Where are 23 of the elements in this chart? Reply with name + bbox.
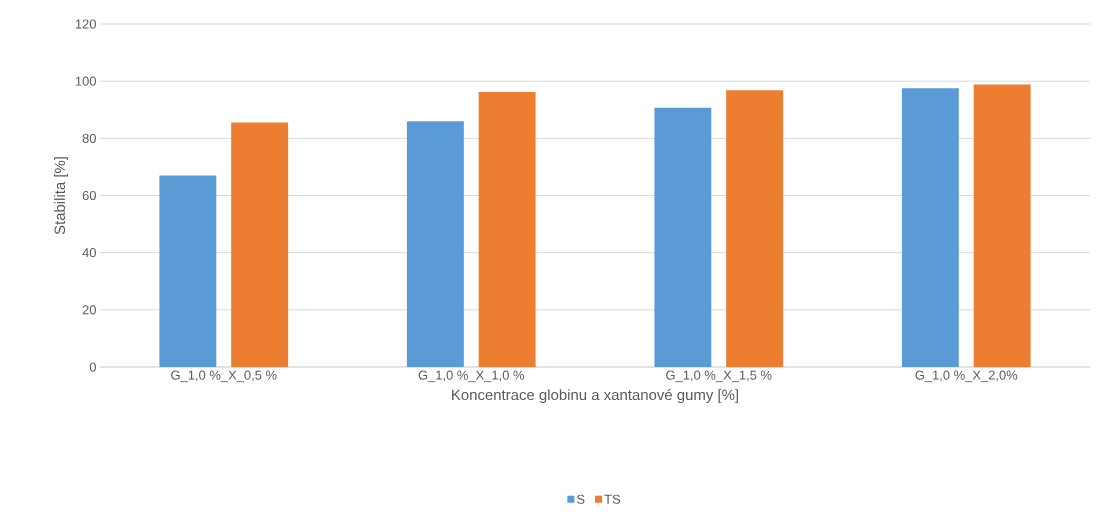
legend-label: S — [577, 494, 585, 504]
y-tick-label: 100 — [75, 76, 96, 86]
x-tick-label: G_1,0 %_X_0,5 % — [171, 370, 277, 383]
bar — [973, 84, 1031, 367]
x-axis-title: Koncentrace globinu a xantanové gumy [%] — [452, 388, 739, 404]
bar — [726, 90, 784, 367]
y-axis-title: Stabilita [%] — [54, 157, 69, 235]
x-tick-label: G_1,0 %_X_1,0 % — [418, 370, 525, 383]
y-tick-label: 80 — [82, 133, 96, 143]
bar — [478, 92, 536, 367]
bar — [654, 107, 712, 367]
legend-label: TS — [604, 494, 621, 504]
y-tick-label: 60 — [82, 190, 96, 201]
y-tick-label: 40 — [82, 248, 96, 258]
y-tick-label: 20 — [82, 305, 96, 315]
bar — [159, 175, 217, 367]
bar — [231, 122, 289, 367]
x-tick-label: G_1,0 %_X_1,5 % — [666, 370, 772, 383]
y-tick-label: 0 — [89, 362, 96, 372]
x-tick-label: G_1,0 %_X_2,0% — [915, 370, 1018, 383]
y-tick-label: 120 — [75, 19, 96, 29]
bar — [406, 121, 464, 367]
bar — [901, 88, 959, 367]
